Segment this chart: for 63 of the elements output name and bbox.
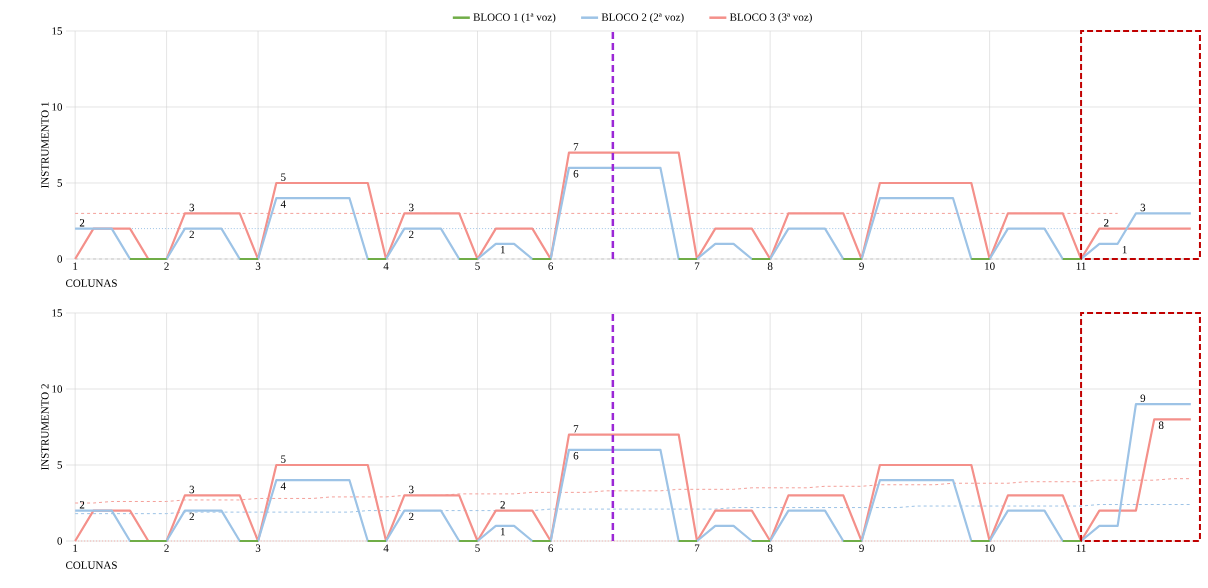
data-label: 3: [189, 203, 195, 212]
y-tick-label: 0: [57, 255, 63, 263]
x-tick-label: 1: [73, 262, 78, 270]
data-label: 5: [281, 455, 286, 463]
legend-label: BLOCO 2 (2ª voz): [601, 13, 684, 24]
data-label: 8: [1158, 421, 1164, 430]
data-label: 7: [573, 143, 579, 151]
data-label: 6: [573, 170, 579, 178]
x-tick-label: 3: [255, 544, 261, 552]
data-label: 3: [189, 485, 195, 494]
data-label: 3: [409, 203, 414, 212]
data-label: 5: [281, 173, 286, 181]
y-tick-label: 15: [52, 27, 63, 35]
x-tick-label: 10: [985, 262, 995, 270]
data-label: 1: [1122, 245, 1127, 254]
x-tick-label: 10: [985, 544, 995, 552]
y-tick-label: 10: [52, 103, 63, 111]
x-tick-label: 6: [548, 262, 554, 270]
x-tick-label: 7: [694, 262, 700, 270]
y-tick-label: 5: [57, 461, 63, 469]
data-label: 2: [409, 230, 414, 239]
data-label: 6: [573, 452, 579, 460]
data-label: 7: [573, 425, 579, 433]
x-tick-label: 2: [164, 262, 169, 270]
x-tick-label: 11: [1076, 262, 1086, 270]
x-tick-label: 3: [255, 262, 261, 270]
x-tick-label: 7: [694, 544, 700, 552]
data-label: 1: [500, 528, 505, 536]
data-label: 2: [189, 512, 194, 521]
data-label: 9: [1140, 394, 1146, 402]
data-label: 2: [500, 501, 505, 509]
legend-label: BLOCO 1 (1ª voz): [473, 13, 556, 24]
y-axis-title: INSTRUMENTO 1: [41, 102, 49, 189]
data-label: 2: [79, 219, 85, 227]
x-tick-label: 5: [475, 544, 480, 552]
data-label: 1: [500, 245, 505, 254]
data-label: 4: [280, 200, 286, 208]
y-tick-label: 10: [52, 385, 63, 393]
legend-label: BLOCO 3 (3ª voz): [729, 13, 812, 24]
y-tick-label: 0: [57, 537, 63, 545]
x-axis-title: COLUNAS: [65, 561, 117, 569]
data-label: 3: [1140, 203, 1146, 212]
data-label: 3: [409, 485, 414, 494]
data-label: 2: [79, 501, 85, 509]
x-tick-label: 9: [859, 262, 864, 270]
x-tick-label: 11: [1076, 544, 1086, 552]
x-tick-label: 2: [164, 544, 169, 552]
x-tick-label: 8: [767, 262, 773, 270]
data-label: 4: [280, 482, 286, 490]
x-tick-label: 4: [383, 262, 389, 270]
y-tick-label: 15: [52, 309, 63, 317]
y-axis-title: INSTRUMENTO 2: [41, 384, 49, 471]
x-tick-label: 6: [548, 544, 554, 552]
x-axis-title: COLUNAS: [65, 279, 117, 287]
x-tick-label: 8: [767, 544, 773, 552]
x-tick-label: 9: [859, 544, 864, 552]
x-tick-label: 5: [475, 262, 480, 270]
x-tick-label: 1: [73, 544, 78, 552]
data-label: 2: [1104, 219, 1109, 227]
y-tick-label: 5: [57, 179, 63, 187]
data-label: 2: [189, 230, 194, 239]
data-label: 2: [409, 512, 414, 521]
x-tick-label: 4: [383, 544, 389, 552]
